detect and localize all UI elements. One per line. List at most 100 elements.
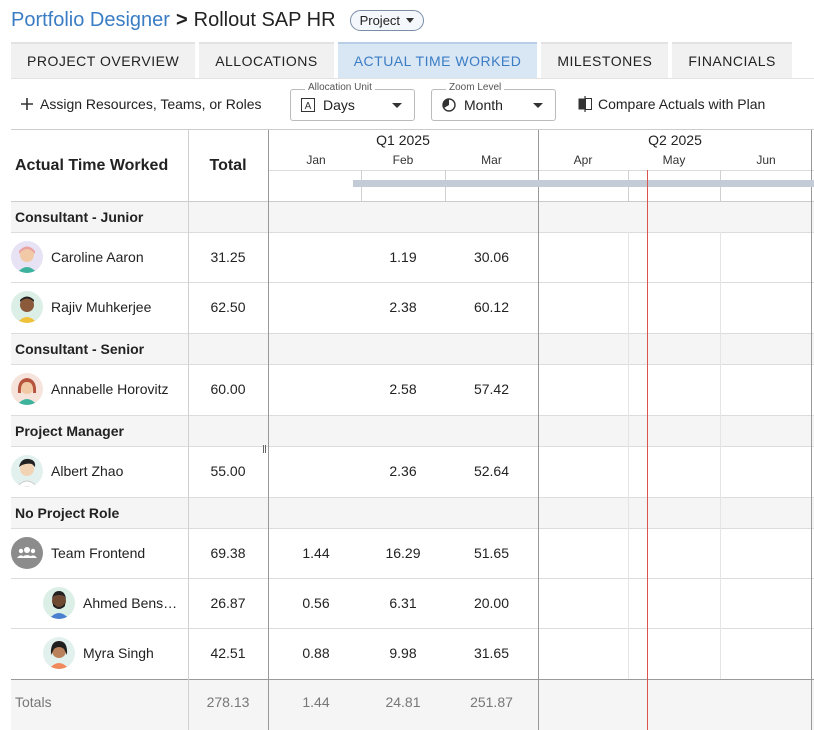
month-header: Apr (573, 153, 593, 167)
totals-label: Totals (15, 694, 52, 710)
quarter-header: Q2 2025 (648, 132, 702, 148)
month-cell[interactable]: 0.88 (302, 645, 330, 661)
month-cell[interactable]: 2.38 (389, 299, 417, 315)
month-cell[interactable]: 16.29 (385, 545, 421, 561)
month-cell[interactable]: 20.00 (473, 595, 510, 611)
month-cell[interactable]: 1.19 (389, 249, 417, 265)
avatar (11, 291, 43, 323)
column-header-total: Total (209, 156, 247, 174)
column-header-name: Actual Time Worked (15, 156, 169, 174)
month-cell[interactable] (271, 282, 361, 332)
resource-name[interactable]: Caroline Aaron (51, 249, 144, 265)
month-header: May (662, 153, 686, 167)
row-divider (269, 170, 814, 171)
allocation-unit-value: Days (323, 97, 355, 113)
resource-name[interactable]: Myra Singh (83, 645, 154, 661)
page-title: Rollout SAP HR (193, 8, 336, 31)
breadcrumb: Portfolio Designer > Rollout SAP HR Proj… (11, 6, 425, 34)
total-cell: 42.51 (210, 645, 246, 661)
team-name[interactable]: Team Frontend (51, 545, 146, 561)
month-cell[interactable]: 2.36 (389, 463, 417, 479)
row-divider (11, 333, 814, 334)
tab-milestones[interactable]: MILESTONES (541, 42, 669, 78)
column-divider (538, 130, 539, 730)
row-divider (11, 446, 814, 447)
role-row (11, 497, 814, 528)
tab-project-overview[interactable]: PROJECT OVERVIEW (11, 42, 196, 78)
total-cell: 31.25 (210, 249, 246, 265)
allocation-unit-label: Allocation Unit (305, 82, 375, 93)
tab-actual-time-worked[interactable]: ACTUAL TIME WORKED (337, 42, 538, 78)
month-cell[interactable]: 31.65 (473, 645, 510, 661)
row-divider (11, 628, 814, 629)
resource-name[interactable]: Rajiv Muhkerjee (51, 299, 152, 315)
row-divider (11, 578, 814, 579)
project-type-dropdown[interactable]: Project (349, 9, 425, 31)
avatar (11, 373, 43, 405)
month-cell[interactable] (271, 232, 361, 282)
tab-financials[interactable]: FINANCIALS (672, 42, 792, 78)
column-divider (268, 130, 269, 730)
team-avatar (11, 537, 43, 569)
avatar (43, 587, 75, 619)
month-cell[interactable]: 1.44 (302, 545, 330, 561)
month-total-cell: 251.87 (470, 694, 513, 710)
month-cell[interactable]: 52.64 (473, 463, 510, 479)
letter-a-icon: A (301, 98, 315, 112)
zoom-level-select[interactable]: Zoom Level Month (431, 82, 556, 121)
row-divider (11, 415, 814, 416)
compare-actuals-label: Compare Actuals with Plan (598, 96, 766, 112)
month-cell[interactable]: 30.06 (473, 249, 510, 265)
actual-time-grid: Actual Time Worked Total Q1 2025 Q2 2025… (11, 129, 814, 730)
row-divider (11, 282, 814, 283)
column-divider (188, 130, 189, 730)
role-group-label: Project Manager (15, 422, 124, 439)
zoom-level-value: Month (464, 97, 503, 113)
breadcrumb-separator: > (175, 8, 188, 31)
row-divider (11, 364, 814, 365)
tab-allocations[interactable]: ALLOCATIONS (199, 42, 334, 78)
zoom-level-label: Zoom Level (446, 82, 505, 93)
tabs-divider (11, 78, 814, 79)
role-group-label: Consultant - Junior (15, 208, 144, 225)
role-row (11, 333, 814, 364)
allocation-unit-select[interactable]: Allocation Unit A Days (290, 82, 415, 121)
tab-bar: PROJECT OVERVIEW ALLOCATIONS ACTUAL TIME… (11, 42, 792, 78)
row-divider (11, 232, 814, 233)
chevron-down-icon (406, 17, 415, 23)
month-header: Jan (306, 153, 326, 167)
zoom-dial-icon (442, 98, 456, 112)
month-cell[interactable]: 51.65 (473, 545, 510, 561)
chevron-down-icon (533, 103, 543, 108)
total-cell: 26.87 (210, 595, 246, 611)
column-resize-handle[interactable] (263, 445, 266, 453)
column-divider (720, 232, 721, 679)
row-divider (11, 497, 814, 498)
breadcrumb-root-link[interactable]: Portfolio Designer (11, 8, 170, 31)
grand-total-cell: 278.13 (206, 694, 250, 710)
month-header: Jun (756, 153, 776, 167)
chevron-down-icon (392, 103, 402, 108)
month-cell[interactable] (271, 446, 361, 496)
month-cell[interactable]: 57.42 (473, 381, 510, 397)
column-divider (628, 232, 629, 679)
assign-resources-label: Assign Resources, Teams, or Roles (40, 96, 262, 112)
month-cell[interactable] (271, 364, 361, 414)
avatar (43, 637, 75, 669)
month-cell[interactable]: 6.31 (389, 595, 417, 611)
resource-name[interactable]: Annabelle Horovitz (51, 381, 169, 397)
role-row (11, 201, 814, 232)
resource-name[interactable]: Ahmed Bens… (83, 595, 178, 611)
month-total-cell: 24.81 (385, 694, 421, 710)
assign-resources-button[interactable]: Assign Resources, Teams, or Roles (20, 96, 262, 112)
quarter-header: Q1 2025 (376, 132, 430, 148)
month-cell[interactable]: 60.12 (473, 299, 510, 315)
compare-icon (578, 96, 592, 112)
project-type-label: Project (359, 12, 401, 28)
month-cell[interactable]: 0.56 (302, 595, 330, 611)
compare-actuals-button[interactable]: Compare Actuals with Plan (578, 96, 765, 112)
avatar (11, 241, 43, 273)
resource-name[interactable]: Albert Zhao (51, 463, 124, 479)
month-cell[interactable]: 9.98 (389, 645, 417, 661)
month-cell[interactable]: 2.58 (389, 381, 417, 397)
